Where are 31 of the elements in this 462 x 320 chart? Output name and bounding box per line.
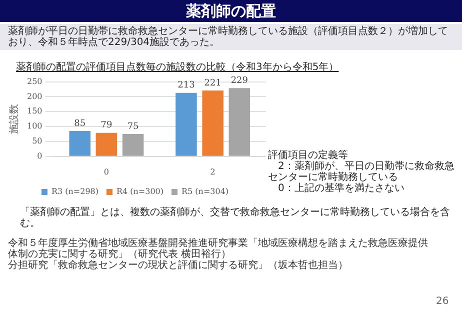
legend-label: R4 (n=300) bbox=[116, 187, 164, 196]
data-label: 221 bbox=[204, 78, 222, 88]
bar bbox=[176, 92, 197, 156]
data-label: 79 bbox=[100, 120, 112, 131]
y-tick-label: 150 bbox=[26, 106, 42, 116]
x-tick-label: 2 bbox=[210, 167, 216, 176]
bar bbox=[228, 88, 250, 156]
y-axis-title: 施設数 bbox=[8, 104, 20, 134]
text: 令和５年度厚生労働省地域医療基盤開発推進研究事業「地域医療構想を踏まえた救急医療提供体制の充実に関する研究」（研究代表 横田裕行） bbox=[8, 238, 428, 260]
text: 分担研究「救命救急センターの現状と評価に関する研究」（坂本哲也担当） bbox=[8, 260, 349, 271]
legend-label: R3 (n=298) bbox=[51, 187, 98, 196]
y-tick-label: 100 bbox=[26, 122, 42, 131]
chart-title: 薬剤師の配置 bbox=[0, 0, 462, 22]
bar bbox=[122, 134, 144, 156]
text: 26 bbox=[436, 296, 449, 307]
bar bbox=[96, 132, 118, 156]
bar bbox=[202, 90, 224, 156]
text: 薬剤師の配置の評価項目点数毎の施設数の比較（令和3年から令和5年） bbox=[16, 62, 339, 73]
data-label: 75 bbox=[127, 122, 140, 132]
data-label: 213 bbox=[178, 80, 196, 91]
text: 「薬剤師の配置」とは、複数の薬剤師が、交替で救命救急センターに常時勤務している場合を含む。 bbox=[20, 207, 450, 229]
bar bbox=[69, 131, 90, 156]
text: 評価項目の定義等 2：薬剤師が、平日の日勤帯に救命救急センターに常時勤務している 0：上記の基準を満たさない bbox=[268, 150, 456, 194]
y-tick-label: 50 bbox=[32, 136, 42, 146]
legend-label: R5 (n=304) bbox=[182, 187, 229, 196]
data-label: 229 bbox=[230, 76, 248, 86]
y-tick-label: 250 bbox=[26, 76, 42, 86]
y-tick-label: 200 bbox=[26, 92, 42, 101]
y-tick-label: 0 bbox=[37, 151, 42, 160]
data-label: 85 bbox=[74, 118, 86, 129]
chart-subtitle: 薬剤師が平日の日勤帯に救命救急センターに常時勤務している施設（評価項目点数２）が増加しており、令和５年時点で229/304施設であった。 bbox=[0, 24, 462, 50]
